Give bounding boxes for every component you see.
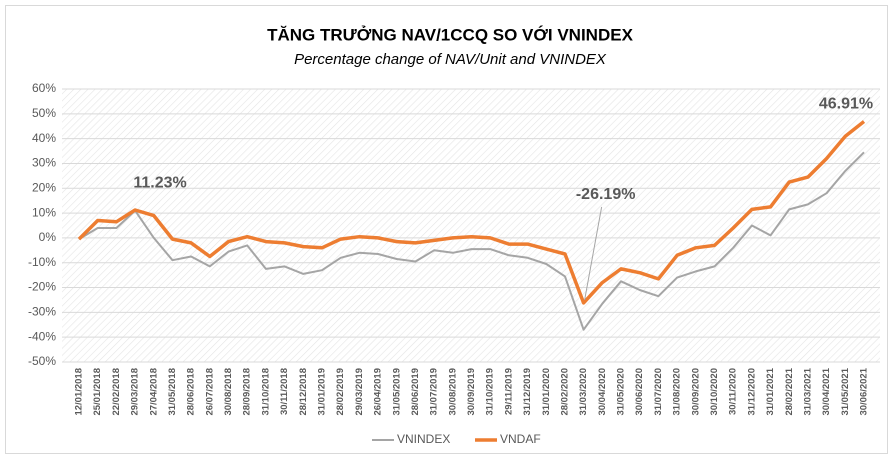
y-tick-label: 20%: [32, 180, 56, 194]
x-tick-label: 30/06/2020: [634, 368, 645, 416]
x-tick-label: 30/09/2019: [466, 368, 477, 416]
x-tick-label: 31/03/2021: [802, 367, 813, 415]
x-tick-label: 28/06/2019: [410, 368, 421, 416]
x-tick-label: 31/05/2018: [167, 368, 178, 416]
y-tick-label: 40%: [32, 131, 56, 145]
x-tick-label: 31/01/2020: [541, 368, 552, 416]
series-line: [77, 120, 866, 305]
x-tick-label: 31/12/2019: [522, 368, 533, 416]
y-tick-label: -30%: [28, 305, 56, 319]
x-tick-label: 31/10/2018: [260, 368, 271, 416]
x-tick-label: 26/04/2019: [373, 368, 384, 416]
x-tick-label: 30/09/2020: [690, 368, 701, 416]
x-tick-label: 31/01/2019: [316, 368, 327, 416]
y-tick-label: -10%: [28, 255, 56, 269]
x-tick-label: 28/06/2018: [186, 368, 197, 416]
x-tick-label: 29/03/2018: [130, 368, 141, 416]
x-tick-label: 26/07/2018: [204, 368, 215, 416]
x-tick-label: 28/02/2021: [784, 367, 795, 415]
x-tick-label: 25/01/2018: [92, 368, 103, 416]
y-tick-label: 50%: [32, 106, 56, 120]
chart-subtitle: Percentage change of NAV/Unit and VNINDE…: [294, 51, 607, 68]
y-tick-label: -20%: [28, 280, 56, 294]
x-tick-label: 30/04/2020: [597, 368, 608, 416]
x-tick-label: 12/01/2018: [74, 368, 85, 416]
y-tick-label: 0%: [39, 230, 57, 244]
x-tick-label: 31/07/2020: [653, 368, 664, 416]
y-tick-label: 60%: [32, 81, 56, 95]
x-tick-label: 28/02/2020: [559, 368, 570, 416]
x-tick-label: 30/11/2018: [279, 368, 290, 415]
leader-line: [584, 206, 603, 300]
series-line: [78, 151, 865, 331]
x-tick-label: 29/03/2019: [354, 368, 365, 416]
y-tick-label: -40%: [28, 329, 56, 343]
x-tick-label: 31/08/2020: [672, 368, 683, 416]
data-label: 46.91%: [819, 96, 873, 113]
x-tick-label: 27/04/2018: [148, 368, 159, 416]
x-tick-label: 28/09/2018: [242, 368, 253, 416]
x-tick-label: 30/06/2021: [859, 367, 870, 415]
x-tick-label: 30/04/2021: [821, 367, 832, 415]
x-tick-label: 29/11/2019: [503, 368, 514, 415]
x-tick-label: 22/02/2018: [111, 368, 122, 416]
x-tick-label: 31/12/2020: [746, 368, 757, 416]
x-tick-label: 31/01/2021: [765, 367, 776, 415]
data-label: -26.19%: [576, 186, 636, 203]
y-tick-label: -50%: [28, 354, 56, 368]
x-tick-label: 30/08/2019: [447, 368, 458, 416]
x-tick-label: 31/05/2020: [616, 368, 627, 416]
x-tick-label: 30/08/2018: [223, 368, 234, 416]
legend-label: VNINDEX: [397, 432, 450, 446]
chart-title: TĂNG TRƯỞNG NAV/1CCQ SO VỚI VNINDEX: [267, 25, 633, 44]
x-tick-label: 30/11/2020: [728, 368, 739, 415]
y-tick-label: 30%: [32, 156, 56, 170]
x-tick-label: 31/03/2020: [578, 368, 589, 416]
x-tick-label: 31/10/2019: [485, 368, 496, 416]
y-tick-label: 10%: [32, 205, 56, 219]
x-tick-label: 28/02/2019: [335, 368, 346, 416]
x-tick-label: 28/12/2018: [298, 368, 309, 416]
x-tick-label: 31/05/2021: [840, 367, 851, 415]
data-label: 11.23%: [133, 174, 186, 191]
x-tick-label: 31/05/2019: [391, 368, 402, 416]
x-tick-label: 31/07/2019: [429, 368, 440, 416]
legend-label: VNDAF: [500, 432, 541, 446]
plot-area: [62, 89, 880, 362]
x-tick-label: 30/10/2020: [709, 368, 720, 416]
